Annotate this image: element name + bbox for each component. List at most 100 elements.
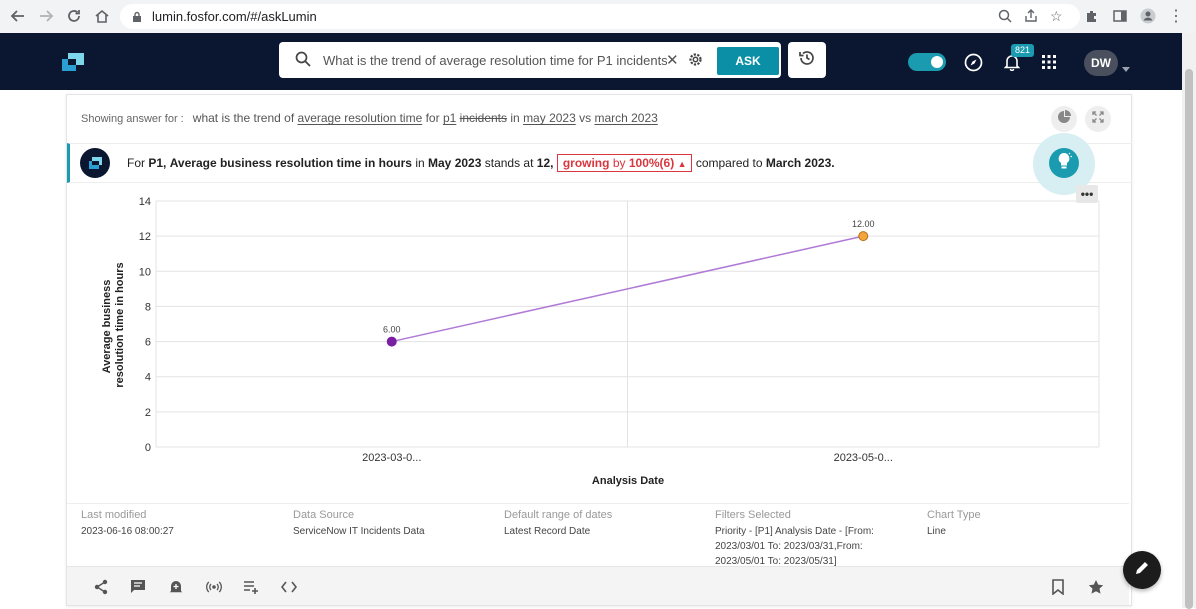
chart-grid	[155, 200, 1100, 448]
chart-more-button[interactable]: •••	[1076, 185, 1098, 203]
insights-bulb-button[interactable]	[1033, 133, 1095, 195]
chart-type-button[interactable]	[1051, 106, 1077, 132]
growth-by: by	[612, 156, 626, 170]
query-token-measure[interactable]: average resolution time	[297, 111, 423, 125]
scrollbar-thumb[interactable]	[1185, 69, 1193, 609]
insight-banner: For P1, Average business resolution time…	[67, 143, 1132, 183]
clear-icon[interactable]: ✕	[666, 52, 679, 69]
expand-icon	[1092, 110, 1104, 128]
back-icon[interactable]	[8, 6, 28, 26]
query-word: what is the trend of	[192, 111, 295, 125]
insight-word: in	[415, 156, 425, 170]
comment-icon[interactable]	[124, 573, 152, 601]
embed-code-icon[interactable]	[275, 573, 303, 601]
up-arrow-icon: ▲	[677, 159, 687, 169]
y-axis-ticks: 0 2 4 6 8 10 12 14	[139, 196, 151, 454]
y-axis-title: Average business resolution time in hour…	[101, 262, 126, 387]
ask-button[interactable]: ASK	[717, 47, 779, 75]
edit-fab-button[interactable]	[1123, 551, 1161, 589]
toggle-knob	[931, 56, 943, 68]
expand-button[interactable]	[1085, 106, 1111, 132]
x-tick-label: 2023-05-0...	[834, 452, 893, 464]
home-icon[interactable]	[92, 6, 112, 26]
star-icon[interactable]: ☆	[1050, 8, 1063, 24]
x-axis-ticks: 2023-03-0... 2023-05-0...	[362, 452, 893, 464]
series-line	[391, 235, 864, 343]
query-word: in	[510, 111, 520, 125]
extensions-icon[interactable]	[1082, 6, 1102, 26]
forward-icon[interactable]	[36, 6, 56, 26]
alert-bell-add-icon[interactable]	[162, 573, 190, 601]
search-box[interactable]: What is the trend of average resolution …	[279, 42, 781, 78]
explore-compass-icon[interactable]	[964, 53, 983, 77]
y-axis-title-line2: resolution time in hours	[114, 262, 126, 387]
growth-percent: 100%(6)	[628, 156, 675, 170]
add-to-list-icon[interactable]	[237, 573, 265, 601]
query-token-ignored: incidents	[459, 111, 508, 125]
url-text: lumin.fosfor.com/#/askLumin	[152, 9, 317, 24]
browser-toolbar: lumin.fosfor.com/#/askLumin ☆ ⋮	[0, 0, 1196, 34]
favorite-star-icon[interactable]	[1082, 573, 1110, 601]
sidepanel-icon[interactable]	[1110, 6, 1130, 26]
line-chart: 0 2 4 6 8 10 12 14 2023-03-0... 2023-05-0... 6.0…	[101, 196, 1100, 487]
reload-icon[interactable]	[64, 6, 84, 26]
apps-grid-icon[interactable]	[1042, 55, 1056, 74]
query-token-compare-date[interactable]: march 2023	[594, 111, 658, 125]
data-point[interactable]	[858, 231, 869, 242]
insight-word: For	[127, 156, 145, 170]
filters-line: 2023/03/01 To: 2023/03/31,From:	[715, 541, 863, 552]
y-tick-label: 0	[145, 442, 151, 454]
meta-divider	[67, 503, 1129, 504]
filters-value: Priority - [P1] Analysis Date - [From: 2…	[715, 524, 874, 569]
insight-text: For P1, Average business resolution time…	[127, 154, 835, 172]
broadcast-icon[interactable]	[200, 573, 228, 601]
insight-measure: Average business resolution time in hour…	[169, 156, 412, 170]
share-icon[interactable]	[1024, 9, 1038, 28]
pie-chart-icon	[1057, 109, 1071, 129]
date-range-value: Latest Record Date	[504, 526, 591, 537]
card-footer-toolbar	[67, 566, 1129, 605]
zoom-icon[interactable]	[998, 9, 1012, 28]
search-input[interactable]: What is the trend of average resolution …	[323, 53, 667, 68]
last-modified-label: Last modified	[81, 509, 147, 521]
bookmark-icon[interactable]	[1044, 573, 1072, 601]
notification-badge: 821	[1011, 44, 1035, 57]
insight-word: stands at	[484, 156, 534, 170]
data-point[interactable]	[386, 336, 397, 347]
y-tick-label: 12	[139, 231, 151, 243]
lightbulb-icon	[1056, 152, 1072, 175]
share-icon[interactable]	[87, 573, 115, 601]
history-button[interactable]	[788, 42, 826, 78]
y-tick-label: 14	[139, 196, 151, 208]
insight-priority: P1,	[148, 156, 167, 170]
profile-icon[interactable]	[1138, 6, 1158, 26]
avatar-caret-icon[interactable]	[1122, 60, 1130, 78]
insight-compare-period: March 2023.	[765, 156, 835, 170]
query-word: for	[425, 111, 440, 125]
settings-gear-icon[interactable]	[687, 51, 704, 73]
growth-badge: growing by 100%(6) ▲	[556, 154, 693, 172]
chart-series: 6.00 12.00	[383, 219, 875, 347]
chart-type-label: Chart Type	[927, 509, 981, 521]
answer-card: Showing answer for : what is the trend o…	[66, 94, 1132, 606]
address-bar[interactable]: lumin.fosfor.com/#/askLumin ☆	[120, 4, 1080, 29]
menu-kebab-icon[interactable]: ⋮	[1168, 8, 1184, 25]
lumin-logo[interactable]	[62, 53, 84, 76]
x-tick-label: 2023-03-0...	[362, 452, 421, 464]
filters-line: Priority - [P1] Analysis Date - [From:	[715, 526, 874, 537]
y-tick-label: 4	[145, 372, 151, 384]
y-tick-label: 2	[145, 407, 151, 419]
lock-icon	[132, 10, 142, 28]
app-header: What is the trend of average resolution …	[0, 33, 1182, 90]
y-tick-label: 10	[139, 266, 151, 278]
query-token-priority[interactable]: p1	[442, 111, 457, 125]
page-scrollbar[interactable]	[1182, 33, 1196, 609]
date-range-label: Default range of dates	[504, 509, 613, 521]
lumin-insight-logo	[80, 148, 110, 183]
user-avatar[interactable]: DW	[1084, 50, 1118, 76]
query-token-date[interactable]: may 2023	[523, 111, 576, 125]
data-label: 6.00	[383, 325, 401, 335]
x-axis-title: Analysis Date	[592, 475, 664, 487]
pencil-icon	[1134, 560, 1150, 581]
mode-toggle[interactable]	[908, 53, 946, 71]
